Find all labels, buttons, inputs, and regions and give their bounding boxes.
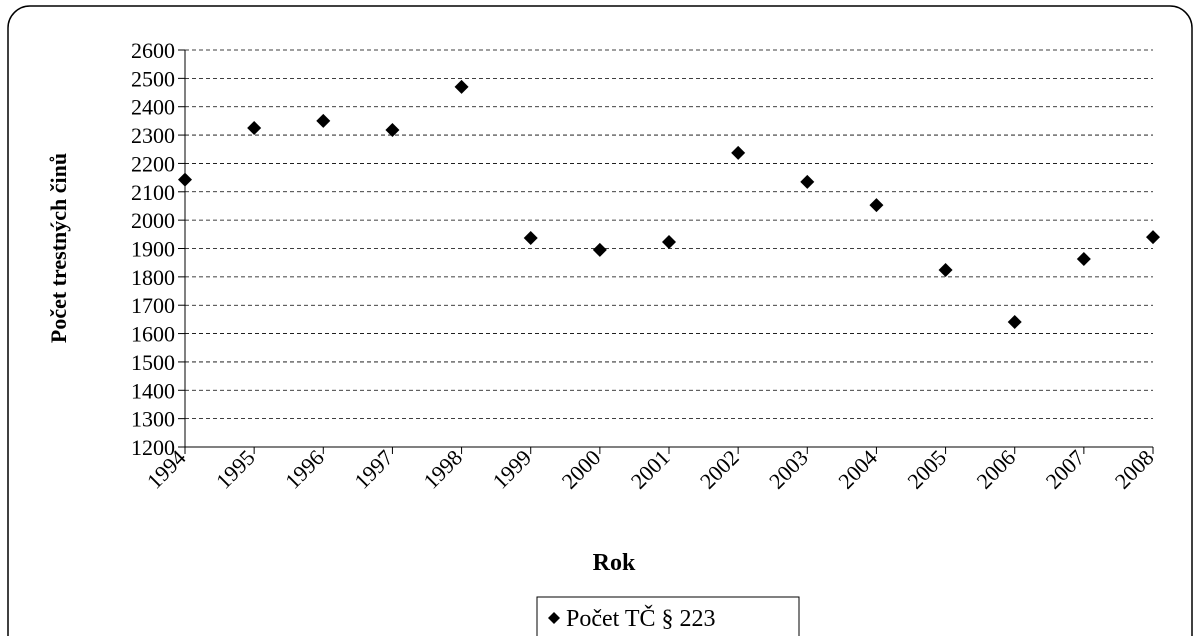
y-tick-label: 1800 (131, 265, 175, 290)
point (869, 198, 884, 213)
x-axis-title: Rok (593, 550, 636, 576)
point (800, 174, 815, 189)
point (247, 120, 262, 135)
y-tick-label: 2200 (131, 151, 175, 176)
y-tick-label: 1700 (131, 293, 175, 318)
y-tick-label: 1400 (131, 378, 175, 403)
point (662, 234, 676, 249)
point (523, 231, 538, 246)
point (731, 145, 746, 160)
point (1146, 230, 1160, 245)
point (1007, 314, 1022, 329)
y-tick-label: 2500 (131, 66, 175, 91)
y-tick-label: 2400 (131, 95, 175, 120)
point (592, 242, 607, 257)
y-axis-title: Počet trestných činů (46, 153, 71, 343)
point (1076, 251, 1091, 266)
point (938, 263, 953, 278)
y-tick-label: 2000 (131, 208, 175, 233)
y-tick-label: 1500 (131, 350, 175, 375)
legend-marker (548, 612, 560, 624)
y-tick-label: 2300 (131, 123, 175, 148)
y-tick-label: 1900 (131, 237, 175, 262)
legend-label: Počet TČ § 223 (566, 605, 716, 632)
point (385, 122, 400, 137)
point (178, 172, 192, 187)
y-tick-label: 1200 (131, 435, 175, 460)
y-tick-label: 2100 (131, 180, 175, 205)
y-tick-label: 2600 (131, 38, 175, 63)
point (316, 113, 331, 128)
y-tick-label: 1600 (131, 322, 175, 347)
point (454, 79, 469, 94)
legend-box (536, 596, 800, 636)
y-tick-label: 1300 (131, 407, 175, 432)
